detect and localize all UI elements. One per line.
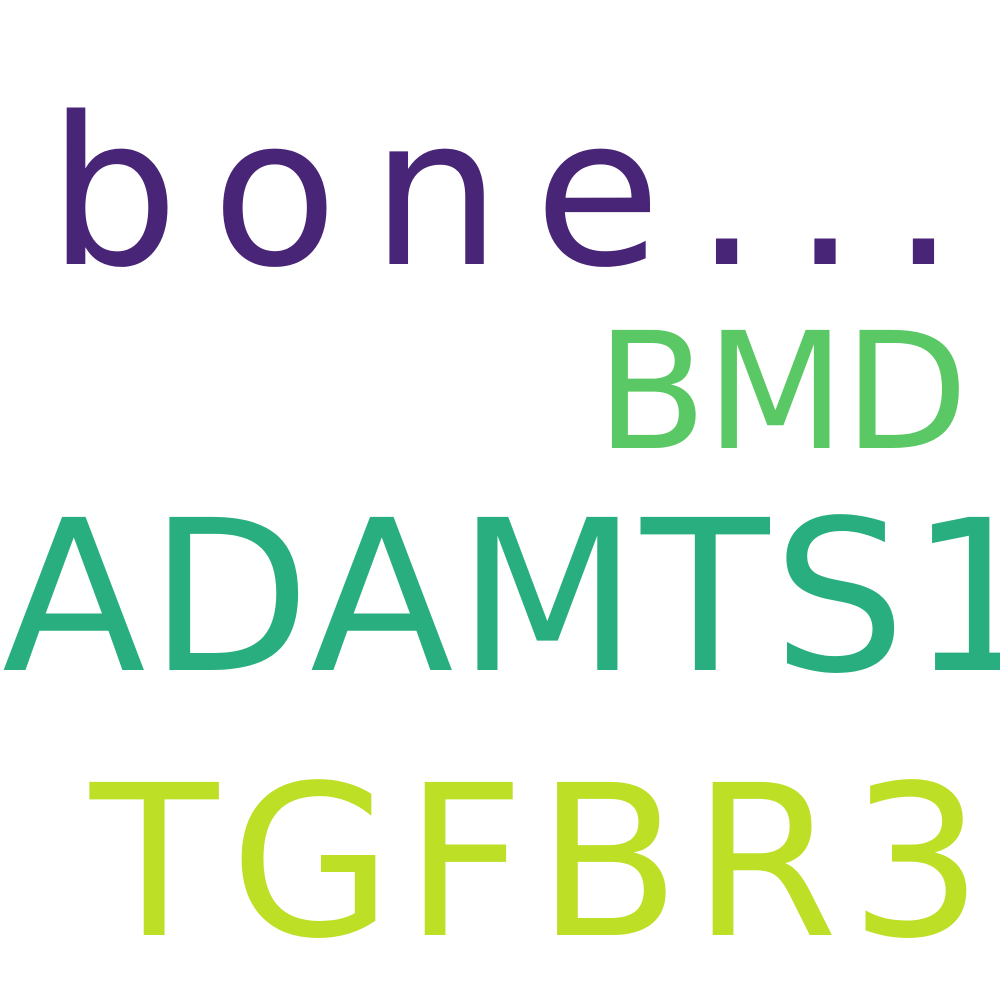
word-tgfbr3: TGFBR3 [90, 740, 995, 985]
word-bone: bone... [48, 73, 990, 313]
word-bmd: BMD [596, 299, 968, 487]
word-adamts18: ADAMTS18 [2, 475, 1000, 720]
